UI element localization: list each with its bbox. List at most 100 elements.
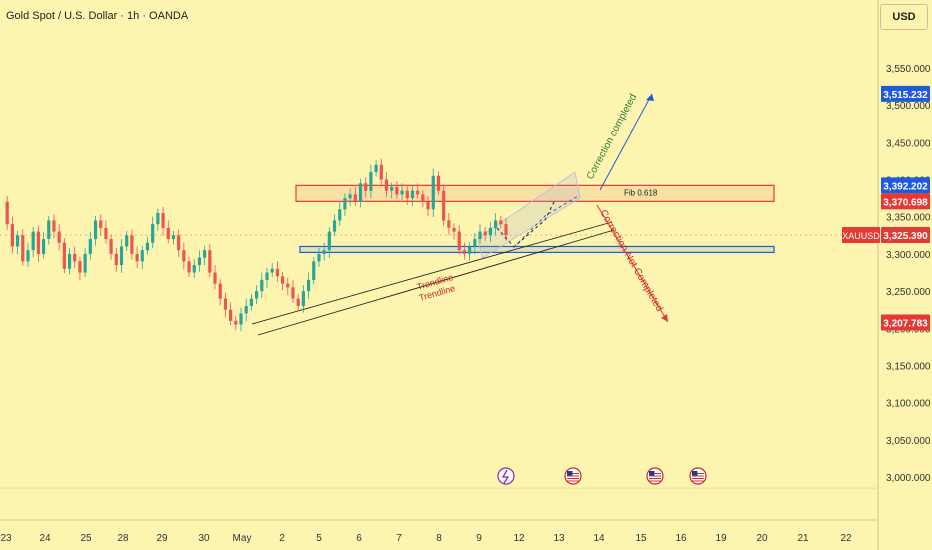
candle-body	[104, 227, 108, 240]
x-tick-label: 23	[0, 533, 12, 544]
x-tick-label: 20	[756, 533, 768, 544]
candle-body	[447, 220, 451, 228]
y-tick-label: 3,350.000	[886, 213, 931, 224]
candle-body	[161, 213, 165, 228]
fib-zone[interactable]	[295, 184, 775, 202]
bull-arrow[interactable]	[599, 93, 653, 191]
candle-body	[5, 201, 9, 225]
y-tick-label: 3,550.000	[886, 64, 931, 75]
correction-not-completed-label: Correction Not Completed	[597, 208, 664, 314]
y-tick-label: 3,150.000	[886, 361, 931, 372]
bull-arrow-head	[646, 94, 654, 101]
price-badge-label: 3,207.783	[883, 318, 928, 329]
price-badge[interactable]	[881, 177, 930, 194]
candle-body	[301, 291, 305, 306]
candle-body	[83, 253, 87, 273]
candle-body	[473, 239, 477, 247]
candle-body	[379, 164, 383, 180]
x-tick-label: 2	[279, 533, 285, 544]
price-badge-label: 3,392.202	[883, 181, 928, 192]
candle-body	[306, 279, 311, 292]
candle-body	[286, 283, 290, 288]
candle-body	[270, 268, 274, 273]
x-tick-label: 28	[117, 533, 129, 544]
candle-body	[364, 183, 368, 191]
candle-body	[343, 198, 347, 210]
candle-body	[229, 309, 233, 321]
candle-body	[384, 179, 389, 191]
candle-body	[499, 220, 503, 225]
candle-body	[36, 231, 40, 254]
candle-body	[322, 250, 326, 254]
candle-body	[125, 235, 129, 247]
candle-body	[296, 298, 300, 306]
candle-body	[166, 227, 170, 240]
x-tick-label: 13	[553, 533, 565, 544]
currency-selector[interactable]: USD	[880, 4, 928, 30]
us-event-icon-canton	[692, 471, 698, 476]
support-zone[interactable]	[299, 245, 775, 254]
candle-body	[442, 190, 446, 221]
candle-body	[197, 257, 202, 266]
x-tick-label: 9	[476, 533, 482, 544]
candle-body	[140, 250, 144, 262]
y-tick-label: 3,300.000	[886, 250, 931, 261]
x-tick-label: 15	[635, 533, 647, 544]
price-badge-label: 3,515.232	[883, 90, 928, 101]
candle-body	[135, 253, 139, 262]
candle-body	[88, 239, 92, 254]
trendline-upper[interactable]	[251, 221, 613, 325]
candle-body	[457, 231, 461, 251]
price-badge[interactable]	[881, 227, 930, 244]
price-badge[interactable]	[881, 314, 930, 331]
candle-body	[31, 231, 35, 251]
x-tick-label: 22	[840, 533, 852, 544]
projection-channel	[477, 171, 581, 259]
price-badge[interactable]	[881, 193, 930, 210]
candle-body	[109, 239, 113, 254]
trendline-lower[interactable]	[257, 229, 615, 336]
candle-body	[73, 253, 77, 262]
candle-body	[468, 246, 472, 254]
candle-body	[93, 220, 98, 240]
candle-body	[312, 261, 316, 280]
candle-body	[452, 227, 456, 232]
x-tick-label: 25	[80, 533, 92, 544]
y-tick-label: 3,100.000	[886, 399, 931, 410]
candle-body	[483, 231, 487, 236]
candle-body	[494, 220, 498, 228]
fib-label: Fib 0.618	[624, 188, 658, 197]
candle-body	[504, 224, 508, 236]
y-tick-label: 3,000.000	[886, 473, 931, 484]
candle-body	[462, 250, 467, 254]
candle-body	[348, 194, 352, 199]
bear-arrow[interactable]	[596, 204, 669, 323]
symbol-badge[interactable]	[842, 227, 880, 244]
candle-body	[130, 235, 134, 254]
x-tick-label: 24	[39, 533, 51, 544]
candle-body	[151, 224, 155, 243]
alt-projection-path	[513, 195, 579, 248]
earnings-event-icon[interactable]	[497, 467, 515, 485]
price-badge[interactable]	[881, 85, 930, 102]
candle-body	[78, 261, 82, 273]
candle-body	[405, 190, 409, 199]
x-tick-label: 8	[436, 533, 442, 544]
candle-body	[280, 276, 285, 284]
candle-body	[41, 239, 46, 254]
candle-body	[353, 194, 357, 202]
candle-body	[182, 250, 186, 262]
candle-body	[234, 320, 238, 325]
candle-body	[145, 242, 150, 251]
candle-body	[249, 298, 254, 306]
x-tick-label: 19	[715, 533, 727, 544]
candle-body	[291, 287, 295, 299]
y-tick-label: 3,500.000	[886, 101, 931, 112]
x-tick-label: 5	[316, 533, 322, 544]
candle-body	[203, 250, 207, 258]
candle-body	[114, 253, 118, 266]
candle-body	[239, 313, 243, 325]
candle-body	[192, 265, 196, 273]
x-tick-label: 7	[396, 533, 402, 544]
